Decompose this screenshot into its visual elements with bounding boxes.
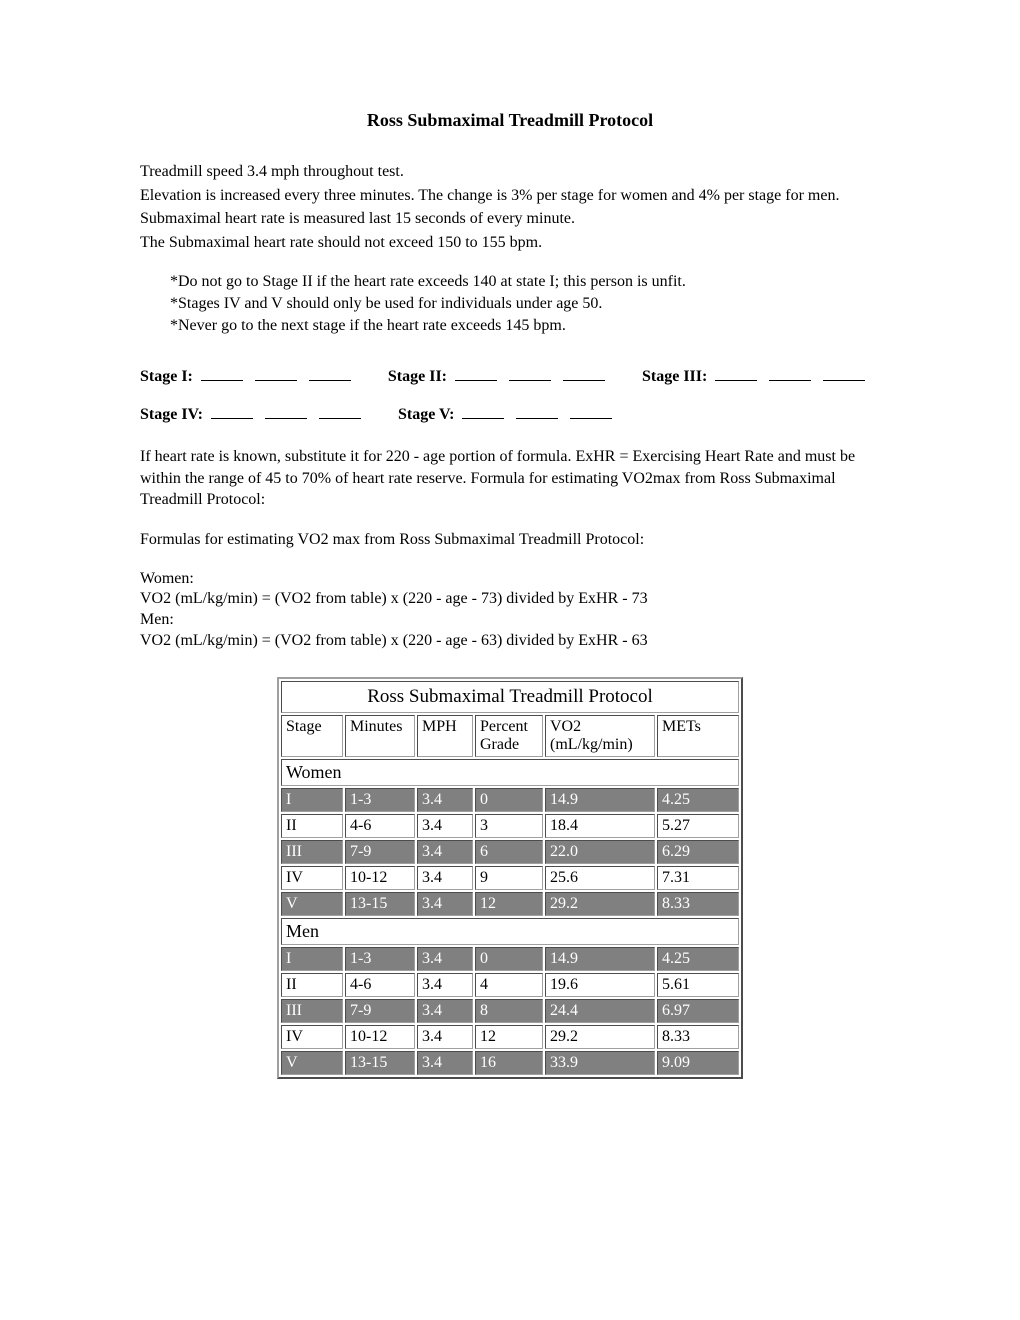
blank-field[interactable] xyxy=(265,404,307,419)
blank-field[interactable] xyxy=(462,404,504,419)
stage-label: Stage IV: xyxy=(140,406,203,423)
formulas-block: Women: VO2 (mL/kg/min) = (VO2 from table… xyxy=(140,569,880,652)
stage-entry-row-1: Stage I: Stage II: Stage III: xyxy=(140,366,880,386)
blank-field[interactable] xyxy=(516,404,558,419)
col-stage: Stage xyxy=(281,715,343,757)
warning-bullets: *Do not go to Stage II if the heart rate… xyxy=(140,271,880,336)
intro-line: Submaximal heart rate is measured last 1… xyxy=(140,208,880,230)
col-vo2: VO2(mL/kg/min) xyxy=(545,715,655,757)
table-row: II4-63.4318.45.27 xyxy=(281,814,739,838)
table-row: V13-153.41633.99.09 xyxy=(281,1051,739,1075)
blank-field[interactable] xyxy=(211,404,253,419)
intro-line: The Submaximal heart rate should not exc… xyxy=(140,232,880,254)
formula-men: VO2 (mL/kg/min) = (VO2 from table) x (22… xyxy=(140,631,880,652)
section-women: Women xyxy=(281,759,739,786)
table-row: I1-33.4014.94.25 xyxy=(281,788,739,812)
protocol-table: Ross Submaximal Treadmill Protocol Stage… xyxy=(277,677,743,1079)
col-grade: PercentGrade xyxy=(475,715,543,757)
table-title: Ross Submaximal Treadmill Protocol xyxy=(281,681,739,713)
formula-label-women: Women: xyxy=(140,569,880,590)
stage-label: Stage V: xyxy=(398,406,454,423)
section-men: Men xyxy=(281,918,739,945)
table-row: III7-93.4622.06.29 xyxy=(281,840,739,864)
stage-label: Stage I: xyxy=(140,368,193,385)
blank-field[interactable] xyxy=(509,366,551,381)
mid-paragraph-2: Formulas for estimating VO2 max from Ros… xyxy=(140,529,880,551)
mid-paragraph: If heart rate is known, substitute it fo… xyxy=(140,446,880,511)
table-row: IV10-123.41229.28.33 xyxy=(281,1025,739,1049)
intro-block: Treadmill speed 3.4 mph throughout test.… xyxy=(140,161,880,253)
intro-line: Elevation is increased every three minut… xyxy=(140,185,880,207)
blank-field[interactable] xyxy=(563,366,605,381)
blank-field[interactable] xyxy=(570,404,612,419)
bullet-item: *Do not go to Stage II if the heart rate… xyxy=(170,271,880,293)
formula-women: VO2 (mL/kg/min) = (VO2 from table) x (22… xyxy=(140,589,880,610)
table-row: I1-33.4014.94.25 xyxy=(281,947,739,971)
blank-field[interactable] xyxy=(769,366,811,381)
col-mets: METs xyxy=(657,715,739,757)
col-minutes: Minutes xyxy=(345,715,415,757)
table-row: V13-153.41229.28.33 xyxy=(281,892,739,916)
intro-line: Treadmill speed 3.4 mph throughout test. xyxy=(140,161,880,183)
blank-field[interactable] xyxy=(201,366,243,381)
stage-label: Stage II: xyxy=(388,368,447,385)
stage-label: Stage III: xyxy=(642,368,707,385)
blank-field[interactable] xyxy=(823,366,865,381)
table-row: IV10-123.4925.67.31 xyxy=(281,866,739,890)
bullet-item: *Never go to the next stage if the heart… xyxy=(170,315,880,337)
col-mph: MPH xyxy=(417,715,473,757)
formula-label-men: Men: xyxy=(140,610,880,631)
bullet-item: *Stages IV and V should only be used for… xyxy=(170,293,880,315)
blank-field[interactable] xyxy=(715,366,757,381)
table-row: II4-63.4419.65.61 xyxy=(281,973,739,997)
blank-field[interactable] xyxy=(309,366,351,381)
blank-field[interactable] xyxy=(319,404,361,419)
blank-field[interactable] xyxy=(455,366,497,381)
stage-entry-row-2: Stage IV: Stage V: xyxy=(140,404,880,424)
blank-field[interactable] xyxy=(255,366,297,381)
page-title: Ross Submaximal Treadmill Protocol xyxy=(140,110,880,131)
table-row: III7-93.4824.46.97 xyxy=(281,999,739,1023)
